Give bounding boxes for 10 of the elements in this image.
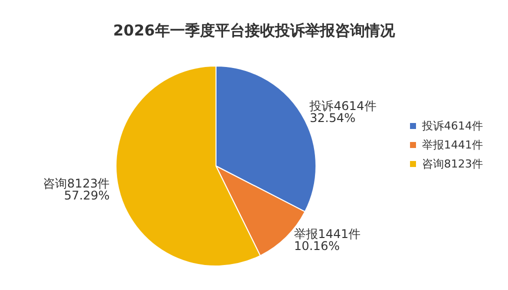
slice-label: 投诉4614件	[308, 98, 376, 113]
chart-title: 2026年一季度平台接收投诉举报咨询情况	[113, 22, 396, 40]
data-label: 32.54%	[310, 110, 356, 125]
legend-label: 咨询8123件	[422, 158, 484, 170]
legend-label: 举报1441件	[422, 138, 484, 152]
slice-label: 咨询8123件	[43, 176, 110, 191]
slice-label: 举报1441件	[294, 227, 361, 242]
data-label: 10.16%	[294, 239, 340, 254]
legend-label: 投诉4614件	[421, 120, 484, 132]
data-label: 57.29%	[64, 188, 110, 203]
